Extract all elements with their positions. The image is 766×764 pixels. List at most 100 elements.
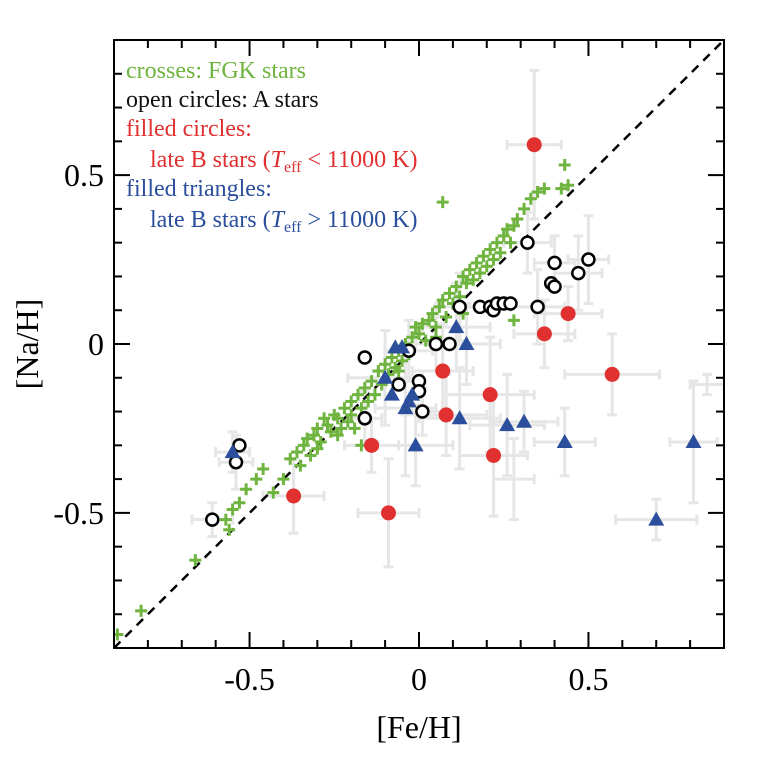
open-circle-marker [428, 336, 444, 352]
minor-tick [114, 40, 724, 648]
cross-marker [490, 236, 503, 249]
cross-marker [284, 452, 297, 465]
data-points [114, 137, 702, 641]
cross-marker [429, 321, 442, 334]
minor-tick [114, 39, 725, 648]
cross-marker [504, 236, 517, 249]
cross-marker [494, 246, 507, 259]
tick-labels: -0.5 0 0.5 -0.5 0 0.5 [53, 157, 608, 697]
major-tick [114, 40, 724, 648]
cross-marker [501, 223, 514, 236]
cross-marker [189, 554, 202, 567]
legend-entry: crosses: FGK stars [126, 58, 306, 84]
cross-marker [358, 381, 371, 394]
minor-tick [114, 40, 724, 648]
filled-circle-marker [526, 137, 542, 153]
major-tick [114, 40, 724, 648]
cross-marker [324, 425, 337, 438]
legend-text: filled circles: [126, 116, 252, 142]
cross-marker [297, 439, 310, 452]
x-axis-label: [Fe/H] [376, 709, 461, 745]
major-tick [114, 40, 724, 648]
minor-tick [114, 40, 724, 648]
cross-marker [233, 496, 246, 509]
cross-marker [219, 513, 232, 526]
open-circle-marker [232, 438, 247, 453]
minor-tick [114, 40, 724, 648]
cross-marker [555, 182, 568, 195]
cross-marker [463, 263, 476, 276]
cross-marker [433, 300, 446, 313]
cross-marker [307, 429, 320, 442]
legend-subscript: eff [284, 219, 302, 236]
triangle-marker [404, 386, 421, 401]
cross-marker [413, 327, 425, 340]
cross-marker [250, 473, 263, 486]
minor-tick [114, 40, 724, 648]
legend-entry: late B stars (Teff > 11000 K) [150, 207, 417, 236]
minor-tick [114, 40, 724, 648]
x-tick-label: 0.5 [568, 661, 608, 697]
open-circle-marker [205, 512, 220, 527]
filled-circle-marker [486, 447, 502, 463]
legend: crosses: FGK stars open circles: A stars f… [126, 58, 417, 236]
minor-tick [114, 40, 724, 648]
cross-marker [423, 314, 436, 327]
cross-marker [304, 449, 317, 462]
cross-marker [135, 604, 148, 617]
triangle-marker [451, 410, 468, 425]
cross-marker [480, 260, 493, 273]
cross-marker [291, 446, 303, 459]
cross-marker [226, 503, 239, 516]
cross-marker [470, 256, 483, 269]
open-circle-marker [415, 404, 430, 419]
axis-ticks [113, 39, 725, 649]
y-tick-label: -0.5 [53, 495, 104, 531]
cross-marker [372, 365, 385, 378]
triangle-marker [407, 437, 424, 452]
cross-marker [531, 186, 544, 198]
cross-marker [257, 462, 270, 475]
cross-marker [396, 354, 409, 367]
open-circle-marker [442, 336, 457, 352]
y-axis-label: [Na/H] [9, 299, 45, 390]
triangle-marker [448, 319, 465, 334]
cross-marker [524, 192, 537, 205]
triangle-marker [685, 433, 702, 448]
cross-marker [518, 202, 531, 215]
triangle-marker [224, 444, 241, 459]
cross-marker [331, 429, 344, 442]
minor-tick [114, 40, 724, 648]
cross-marker [436, 196, 449, 209]
triangle-marker [499, 417, 516, 432]
cross-marker [345, 408, 358, 421]
cross-marker [277, 473, 290, 486]
cross-marker [484, 243, 497, 256]
cross-marker [460, 277, 473, 290]
cross-marker [443, 287, 456, 300]
filled-circle-marker [438, 407, 454, 423]
cross-marker [365, 375, 378, 388]
open-circle-marker [357, 350, 373, 365]
minor-tick [114, 40, 724, 648]
cross-marker [379, 358, 392, 371]
cross-marker [368, 388, 381, 401]
open-circle-marker [571, 265, 586, 281]
triangle-marker [458, 336, 475, 350]
triangle-marker [377, 369, 394, 384]
open-circle-marker [547, 279, 562, 294]
cross-marker [267, 486, 280, 499]
cross-marker [497, 229, 510, 242]
filled-circle-marker [435, 363, 451, 379]
cross-marker [335, 422, 348, 435]
minor-tick [114, 40, 724, 648]
y-tick-label: 0 [88, 326, 104, 362]
cross-marker [450, 280, 463, 293]
cross-marker [348, 422, 361, 435]
open-circle-marker [503, 296, 518, 311]
cross-marker [409, 321, 422, 334]
legend-text: late B stars ( [150, 147, 271, 173]
legend-entry: open circles: A stars [126, 87, 319, 113]
legend-subscript: eff [284, 159, 302, 176]
